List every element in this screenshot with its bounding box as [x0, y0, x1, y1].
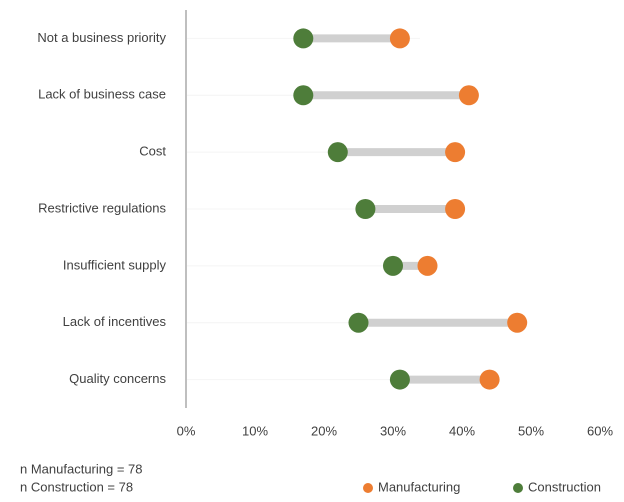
dot [417, 255, 438, 276]
dot [293, 28, 314, 49]
x-tick-label: 20% [311, 423, 337, 438]
x-tick-label: 50% [518, 423, 544, 438]
footnote: n Manufacturing = 78 [20, 461, 143, 476]
dot [293, 85, 314, 106]
y-tick-label: Not a business priority [37, 30, 166, 45]
y-tick-label: Quality concerns [69, 371, 166, 386]
y-tick-label: Lack of business case [38, 87, 166, 102]
legend-label: Manufacturing [378, 479, 460, 494]
footnote: n Construction = 78 [20, 479, 133, 494]
legend-marker [513, 483, 523, 493]
dot [479, 369, 500, 390]
dot [389, 369, 410, 390]
x-tick-label: 40% [449, 423, 475, 438]
dot [507, 312, 528, 333]
x-tick-label: 10% [242, 423, 268, 438]
legend-marker [363, 483, 373, 493]
x-tick-label: 0% [177, 423, 196, 438]
dot [458, 85, 479, 106]
y-tick-label: Cost [139, 144, 166, 159]
y-tick-label: Restrictive regulations [38, 200, 166, 215]
y-tick-label: Lack of incentives [63, 314, 167, 329]
x-tick-label: 30% [380, 423, 406, 438]
dot [389, 28, 410, 49]
dot [348, 312, 369, 333]
y-tick-label: Insufficient supply [63, 257, 167, 272]
dot [327, 142, 348, 163]
dot [383, 255, 403, 276]
legend-label: Construction [528, 479, 601, 494]
dot [445, 142, 466, 163]
x-tick-label: 60% [587, 423, 613, 438]
dot [445, 199, 466, 219]
dot [355, 199, 376, 219]
